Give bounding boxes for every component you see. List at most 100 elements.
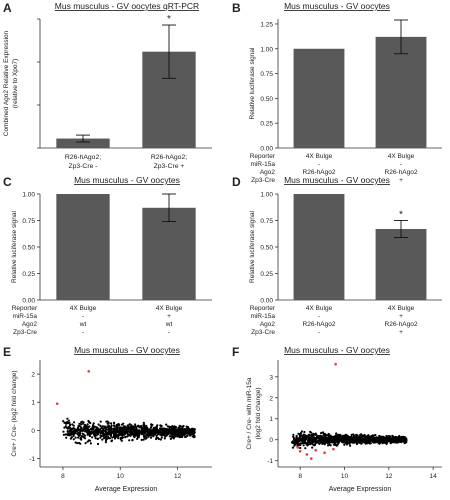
data-point <box>99 425 102 428</box>
data-point <box>170 427 173 430</box>
panel-title: Mus musculus - GV oocytes <box>284 345 390 355</box>
condition-value: R26-hAgo2 <box>303 169 336 176</box>
significance-marker: * <box>167 14 171 25</box>
data-point <box>320 435 323 438</box>
data-point <box>77 428 80 431</box>
y-tick-label: 0.25 <box>22 271 35 278</box>
y-tick-label: 0.75 <box>260 218 273 225</box>
point-cloud <box>62 417 196 446</box>
data-point <box>117 434 120 437</box>
data-point <box>359 435 362 438</box>
data-point <box>371 437 374 440</box>
condition-value: - <box>168 329 170 336</box>
data-point <box>105 431 108 434</box>
data-point <box>136 437 139 440</box>
data-point <box>107 426 110 429</box>
data-point <box>358 441 361 444</box>
data-point <box>134 423 137 426</box>
data-point <box>303 441 306 444</box>
data-point <box>79 442 82 445</box>
data-point <box>130 424 133 427</box>
y-axis-label: (log2 fold change) <box>255 387 262 439</box>
data-point <box>303 430 306 434</box>
data-point <box>97 423 100 426</box>
point-cloud <box>290 430 408 450</box>
data-point <box>143 434 146 437</box>
data-point <box>108 433 111 436</box>
data-point <box>96 437 99 441</box>
data-point <box>192 435 195 438</box>
data-point <box>112 433 115 437</box>
condition-label: Ago2 <box>22 321 38 328</box>
data-point <box>189 428 192 431</box>
data-point <box>356 434 359 437</box>
data-point <box>98 430 101 433</box>
data-point <box>369 437 372 440</box>
data-point <box>72 424 75 427</box>
y-tick-label: 1 <box>269 416 273 423</box>
data-point <box>361 437 364 440</box>
data-point <box>149 431 152 434</box>
data-point <box>68 424 71 427</box>
data-point <box>177 426 180 429</box>
y-axis-label: Relative luciferase signal <box>249 47 256 119</box>
data-point <box>109 434 113 437</box>
data-point <box>153 429 156 433</box>
data-point <box>126 435 129 438</box>
data-point <box>312 434 315 437</box>
data-point <box>323 438 326 441</box>
data-point <box>380 439 383 442</box>
data-point <box>100 432 103 435</box>
data-point <box>325 436 328 440</box>
panel-title: Mus musculus - GV oocytes <box>74 345 180 355</box>
data-point <box>323 432 326 436</box>
data-point <box>145 436 148 440</box>
data-point <box>335 435 338 438</box>
data-point <box>159 438 162 441</box>
data-point <box>379 440 382 443</box>
data-point <box>166 429 169 432</box>
data-point <box>327 444 330 447</box>
y-tick-label: 0.25 <box>260 121 273 128</box>
data-point <box>156 431 159 434</box>
data-point <box>172 434 176 437</box>
data-point <box>179 435 182 438</box>
data-point <box>139 431 142 434</box>
condition-value: - <box>82 313 84 320</box>
data-point <box>64 421 67 424</box>
data-point <box>78 433 81 436</box>
data-point <box>335 432 338 435</box>
y-tick-label: 0 <box>31 428 35 435</box>
data-point <box>328 441 331 444</box>
data-point <box>175 431 178 434</box>
data-point <box>77 431 80 435</box>
highlight-point <box>298 449 302 453</box>
data-point <box>110 424 113 427</box>
data-point <box>358 436 361 440</box>
data-point <box>328 436 331 440</box>
data-point <box>164 435 167 438</box>
data-point <box>122 428 125 431</box>
data-point <box>86 431 89 434</box>
panel-letter: A <box>3 1 12 15</box>
data-point <box>71 423 74 426</box>
condition-value: - <box>82 329 84 336</box>
data-point <box>103 434 106 437</box>
data-point <box>152 427 155 430</box>
data-point <box>142 427 145 430</box>
data-point <box>314 442 317 445</box>
data-point <box>334 443 337 446</box>
data-point <box>374 438 377 441</box>
condition-label: Zp3-Cre <box>251 329 275 336</box>
data-point <box>79 427 83 430</box>
condition-value: - <box>318 313 320 320</box>
data-point <box>386 438 389 441</box>
data-point <box>145 426 148 429</box>
data-point <box>335 440 338 443</box>
data-point <box>176 428 179 431</box>
highlight-point <box>55 402 59 405</box>
x-axis-label: Average Expression <box>329 486 392 493</box>
y-tick-label: 0.50 <box>22 245 35 252</box>
y-tick-label: 0.75 <box>22 218 35 225</box>
data-point <box>151 429 154 432</box>
